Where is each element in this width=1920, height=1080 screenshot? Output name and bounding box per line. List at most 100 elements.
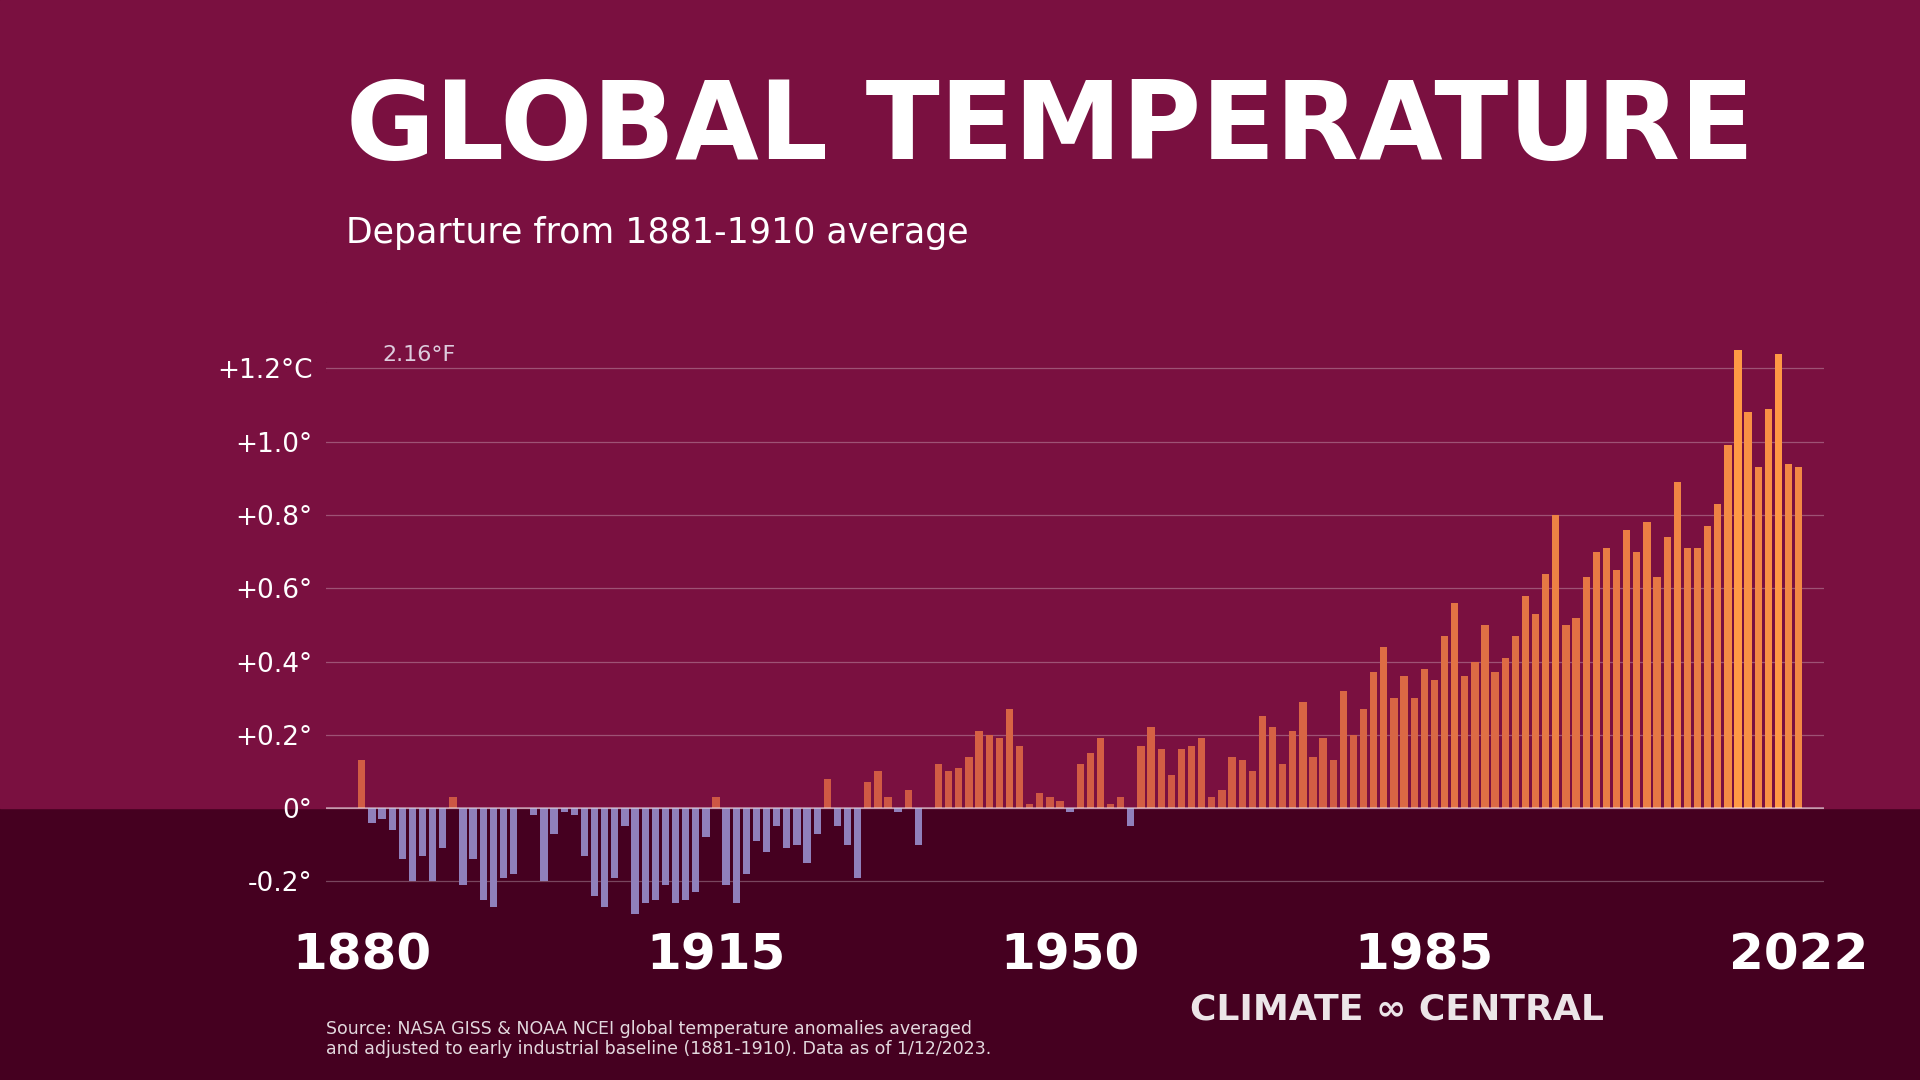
Bar	[359, 760, 365, 808]
Bar	[722, 808, 730, 885]
Bar	[1006, 710, 1014, 808]
Bar	[1248, 771, 1256, 808]
Bar	[369, 808, 376, 823]
Bar	[1238, 760, 1246, 808]
Bar	[428, 808, 436, 881]
Bar	[895, 808, 902, 812]
Bar	[985, 734, 993, 808]
Bar	[1663, 537, 1670, 808]
Bar	[904, 789, 912, 808]
Bar	[591, 808, 599, 896]
Bar	[885, 797, 891, 808]
Bar	[1117, 797, 1125, 808]
Bar	[1715, 504, 1722, 808]
Bar	[1025, 805, 1033, 808]
Bar	[1622, 529, 1630, 808]
Bar	[1644, 523, 1651, 808]
Bar	[1077, 765, 1085, 808]
Bar	[1523, 595, 1528, 808]
Bar	[1309, 757, 1317, 808]
Bar	[1452, 603, 1459, 808]
Bar	[1380, 647, 1388, 808]
Bar	[1440, 636, 1448, 808]
Bar	[662, 808, 668, 885]
Bar	[551, 808, 557, 834]
Bar	[1177, 750, 1185, 808]
Bar	[1319, 739, 1327, 808]
Bar	[1693, 548, 1701, 808]
Bar	[1127, 808, 1135, 826]
Bar	[774, 808, 780, 826]
Bar	[975, 731, 983, 808]
Bar	[1300, 702, 1306, 808]
Bar	[1340, 691, 1348, 808]
Text: 2.16°F: 2.16°F	[382, 345, 455, 365]
Bar	[378, 808, 386, 819]
Bar	[1411, 698, 1417, 808]
Bar	[712, 797, 720, 808]
Bar	[854, 808, 862, 878]
Text: Departure from 1881-1910 average: Departure from 1881-1910 average	[346, 216, 968, 249]
Bar	[1492, 673, 1500, 808]
Bar	[1219, 789, 1225, 808]
Bar	[530, 808, 538, 815]
Bar	[762, 808, 770, 852]
Bar	[954, 768, 962, 808]
Bar	[1167, 775, 1175, 808]
Bar	[1087, 753, 1094, 808]
Bar	[1400, 676, 1407, 808]
Bar	[814, 808, 822, 834]
Bar	[1037, 794, 1043, 808]
Bar	[1421, 669, 1428, 808]
Bar	[1634, 552, 1640, 808]
Bar	[1108, 805, 1114, 808]
Bar	[499, 808, 507, 878]
Bar	[399, 808, 405, 860]
Bar	[1016, 746, 1023, 808]
Bar	[1359, 710, 1367, 808]
Bar	[651, 808, 659, 900]
Bar	[1786, 463, 1791, 808]
Bar	[783, 808, 791, 849]
Bar	[833, 808, 841, 826]
Bar	[409, 808, 417, 881]
Bar	[561, 808, 568, 812]
Bar	[996, 739, 1002, 808]
Bar	[440, 808, 447, 849]
Bar	[1745, 413, 1751, 808]
Bar	[1269, 728, 1277, 808]
Bar	[632, 808, 639, 915]
Bar	[691, 808, 699, 892]
Bar	[388, 808, 396, 831]
Bar	[511, 808, 516, 874]
Text: CLIMATE ∞ CENTRAL: CLIMATE ∞ CENTRAL	[1190, 993, 1605, 1026]
Bar	[1137, 746, 1144, 808]
Bar	[1208, 797, 1215, 808]
Bar	[1056, 800, 1064, 808]
Bar	[419, 808, 426, 855]
Bar	[1795, 468, 1803, 808]
Bar	[1511, 636, 1519, 808]
Bar	[1594, 552, 1599, 808]
Bar	[1572, 618, 1580, 808]
Bar	[1066, 808, 1073, 812]
Bar	[824, 779, 831, 808]
Bar	[793, 808, 801, 845]
Bar	[703, 808, 710, 837]
Bar	[1724, 445, 1732, 808]
Bar	[864, 782, 872, 808]
Bar	[1551, 515, 1559, 808]
Bar	[1774, 354, 1782, 808]
Bar	[743, 808, 751, 874]
Bar	[480, 808, 488, 900]
Bar	[1350, 734, 1357, 808]
Bar	[1148, 728, 1154, 808]
Bar	[326, 302, 1824, 808]
Bar	[470, 808, 476, 860]
Bar	[1674, 482, 1680, 808]
Bar	[1046, 797, 1054, 808]
Bar	[1158, 750, 1165, 808]
Bar	[459, 808, 467, 885]
Bar	[449, 797, 457, 808]
Bar	[845, 808, 851, 845]
